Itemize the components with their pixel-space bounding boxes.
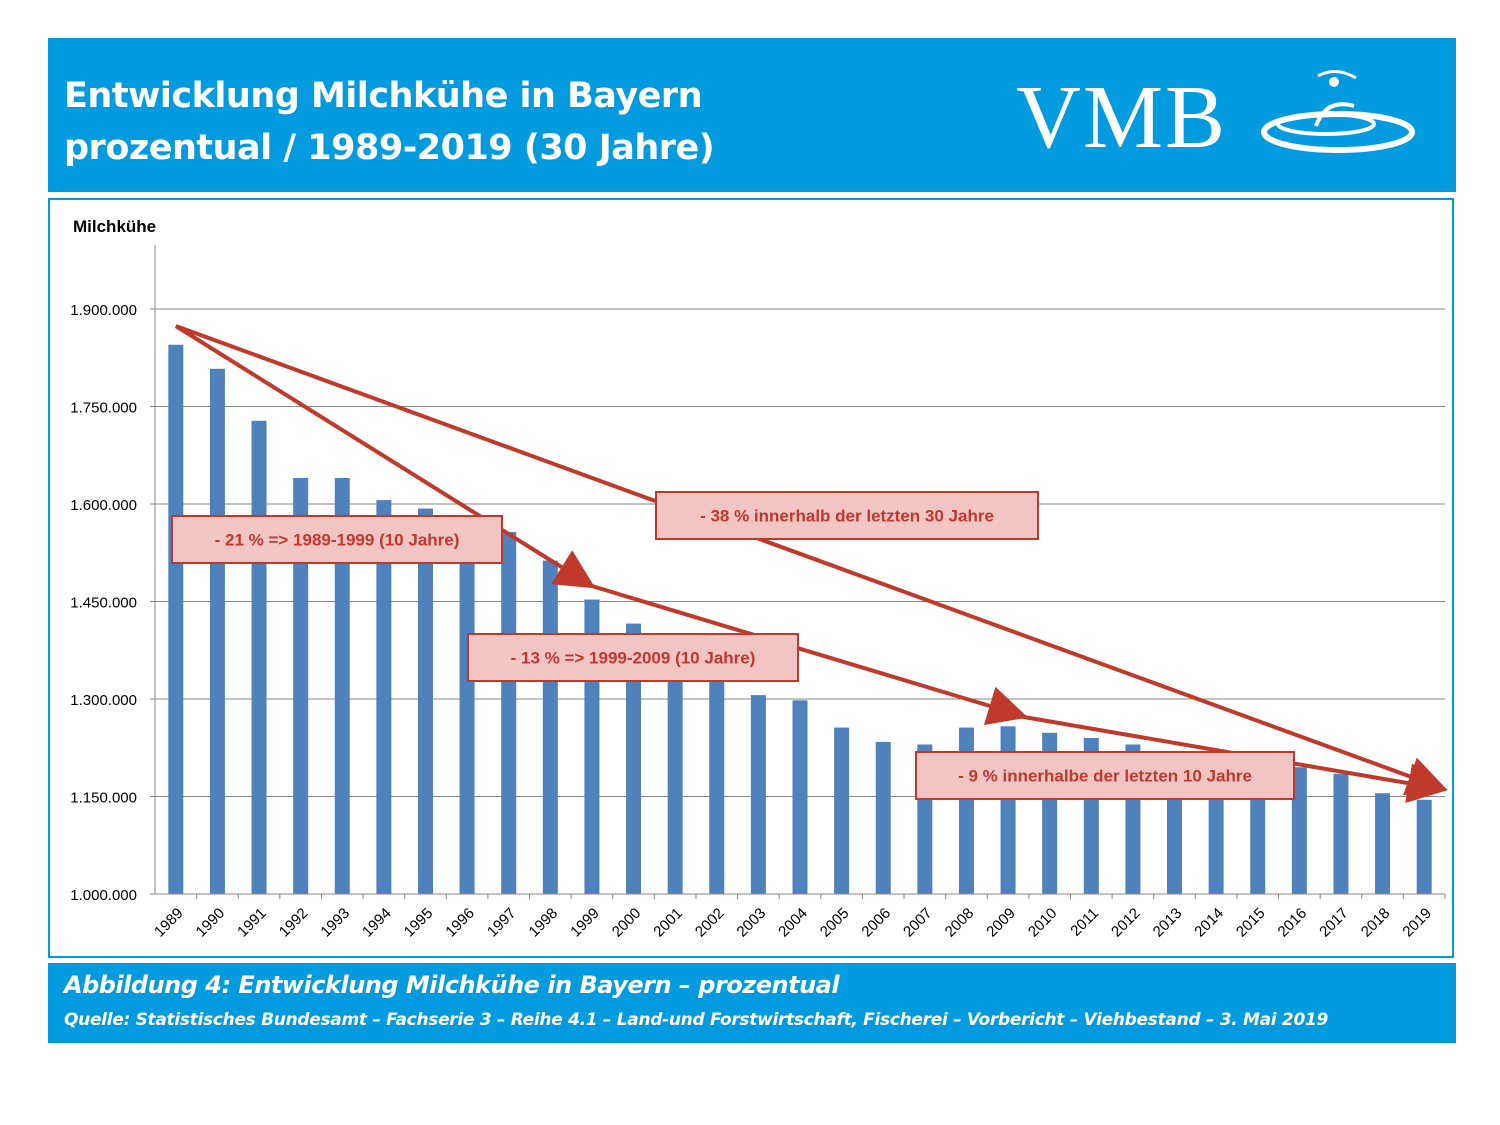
x-tick-label: 2017 <box>1316 905 1352 941</box>
x-tick-label: 2009 <box>983 905 1019 941</box>
bar-1989 <box>168 344 184 894</box>
x-tick-label: 2002 <box>692 905 728 941</box>
annotation-label: - 38 % innerhalb der letzten 30 Jahre <box>700 507 994 526</box>
x-tick-label: 2001 <box>650 905 686 941</box>
x-tick-label: 2010 <box>1025 905 1061 941</box>
x-tick-label: 2004 <box>775 905 811 941</box>
x-tick-label: 1994 <box>359 905 395 941</box>
trend-arrow <box>591 584 1028 726</box>
x-tick-label: 2014 <box>1191 905 1227 941</box>
bar-1994 <box>376 500 392 894</box>
x-tick-label: 2000 <box>609 905 645 941</box>
x-tick-label: 1993 <box>317 905 353 941</box>
bar-2003 <box>750 695 766 894</box>
annotation-label: - 13 % => 1999-2009 (10 Jahre) <box>511 649 756 668</box>
header-banner: Entwicklung Milchkühe in Bayern prozentu… <box>48 38 1456 192</box>
y-tick-label: 1.600.000 <box>70 497 137 514</box>
logo-text: VMB <box>1016 68 1228 167</box>
bar-2019 <box>1416 799 1432 894</box>
swirl-logo-icon <box>1261 70 1415 153</box>
x-tick-label: 2018 <box>1358 905 1394 941</box>
x-tick-label: 1997 <box>484 905 520 941</box>
x-tick-label: 1996 <box>442 905 478 941</box>
bar-2006 <box>875 741 891 894</box>
figure-caption: Abbildung 4: Entwicklung Milchkühe in Ba… <box>64 971 840 999</box>
bar-1996 <box>459 517 475 894</box>
source-note: Quelle: Statistisches Bundesamt – Fachse… <box>64 1010 1329 1030</box>
x-tick-label: 1995 <box>401 905 437 941</box>
x-tick-label: 2012 <box>1108 905 1144 941</box>
page-title: Entwicklung Milchkühe in Bayern prozentu… <box>64 70 715 174</box>
annotation-label: - 21 % => 1989-1999 (10 Jahre) <box>215 531 460 550</box>
title-line-1: Entwicklung Milchkühe in Bayern <box>64 76 703 116</box>
y-tick-label: 1.300.000 <box>70 692 137 709</box>
y-tick-label: 1.000.000 <box>70 887 137 904</box>
bar-1997 <box>501 531 517 894</box>
bar-2001 <box>667 666 683 894</box>
x-tick-label: 1992 <box>276 905 312 941</box>
bar-1998 <box>542 560 558 894</box>
trend-arrow <box>174 324 596 589</box>
vmb-logo: VMB <box>1016 58 1416 178</box>
x-tick-label: 2015 <box>1233 905 1269 941</box>
bar-2000 <box>626 623 642 894</box>
bar-2002 <box>709 676 725 894</box>
x-tick-label: 1990 <box>193 905 229 941</box>
x-tick-label: 2006 <box>858 905 894 941</box>
y-tick-label: 1.750.000 <box>70 400 137 417</box>
bar-2018 <box>1375 793 1391 894</box>
x-tick-label: 1989 <box>151 905 187 941</box>
annotation-box <box>915 751 1295 800</box>
title-line-2: prozentual / 1989-2019 (30 Jahre) <box>64 128 715 168</box>
bar-1991 <box>251 420 267 894</box>
bar-2016 <box>1291 767 1307 894</box>
annotation-box <box>467 633 799 682</box>
x-tick-label: 2016 <box>1275 905 1311 941</box>
x-tick-label: 2005 <box>817 905 853 941</box>
bar-1993 <box>334 478 350 894</box>
x-tick-label: 2011 <box>1067 905 1102 940</box>
y-tick-label: 1.450.000 <box>70 595 137 612</box>
x-tick-label: 1991 <box>234 905 270 941</box>
x-tick-label: 2008 <box>942 905 978 941</box>
x-tick-label: 1998 <box>526 905 562 941</box>
x-tick-label: 2013 <box>1150 905 1186 941</box>
bar-2005 <box>834 727 850 894</box>
y-tick-label: 1.150.000 <box>70 790 137 807</box>
x-tick-label: 2007 <box>900 905 936 941</box>
annotation-label: - 9 % innerhalbe der letzten 10 Jahre <box>958 767 1252 786</box>
bar-1992 <box>293 478 309 894</box>
bar-2004 <box>792 700 808 894</box>
x-tick-label: 2003 <box>734 905 770 941</box>
bar-1990 <box>209 368 225 894</box>
annotation-box <box>171 515 503 564</box>
footer-banner: Abbildung 4: Entwicklung Milchkühe in Ba… <box>48 963 1456 1043</box>
trend-arrow <box>175 324 1448 796</box>
x-tick-label: 1999 <box>567 905 603 941</box>
y-tick-label: 1.900.000 <box>70 302 137 319</box>
bar-1995 <box>417 508 433 894</box>
x-tick-label: 2019 <box>1399 905 1435 941</box>
y-axis-label: Milchkühe <box>73 217 156 236</box>
bar-2017 <box>1333 773 1349 894</box>
annotation-box <box>655 491 1039 540</box>
